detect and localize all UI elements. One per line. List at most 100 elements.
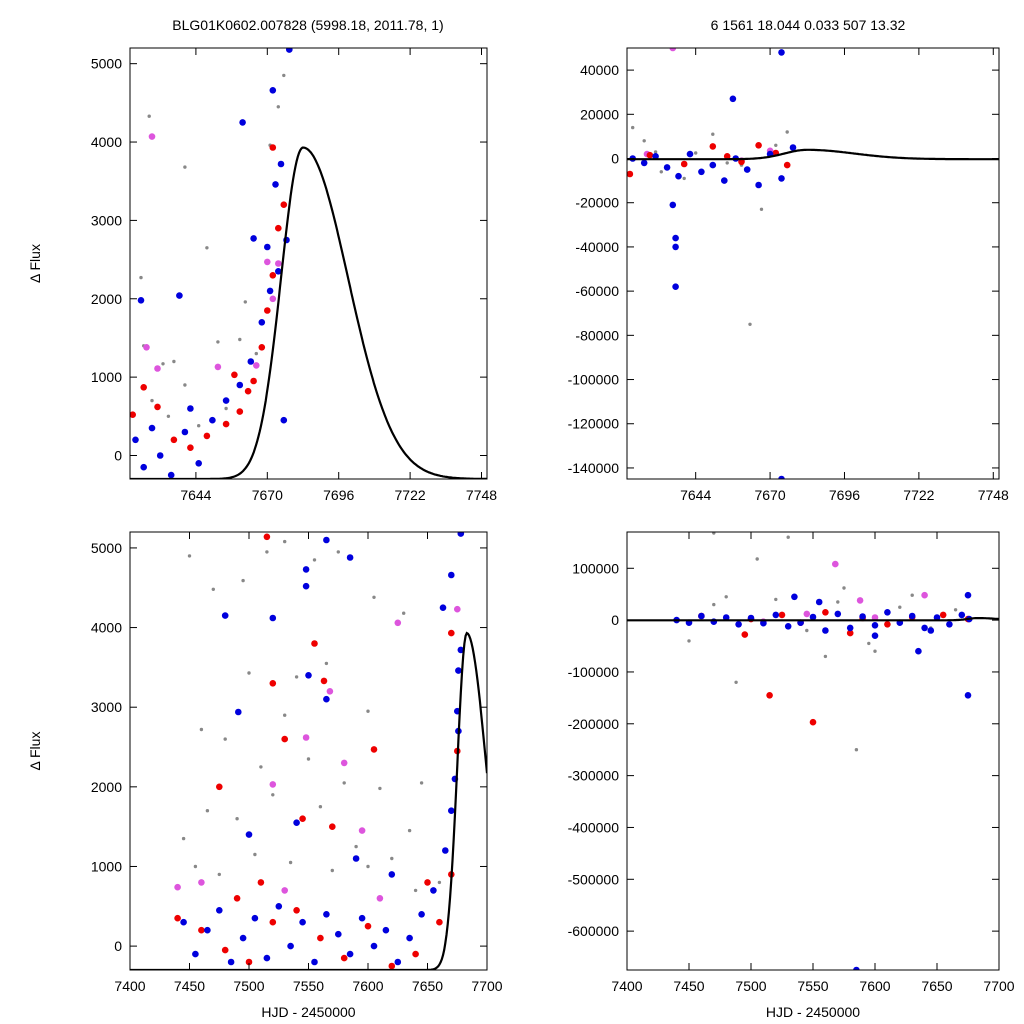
data-point-violet [264, 258, 271, 266]
data-point-gray [183, 383, 187, 387]
data-point-violet [252, 362, 260, 369]
data-point-blue [406, 934, 413, 942]
data-point-blue [269, 614, 277, 622]
data-point-blue [299, 918, 306, 926]
data-point-blue [778, 175, 785, 182]
data-point-blue [871, 622, 879, 629]
data-point-blue [698, 168, 705, 176]
plot-frame [129, 531, 488, 971]
y-tick-label: -40000 [575, 239, 619, 255]
x-tick-label: 7600 [859, 978, 890, 994]
data-point-red [244, 387, 252, 395]
data-point-red [221, 946, 229, 954]
data-point-gray [366, 864, 370, 869]
data-point-gray [139, 275, 143, 280]
data-point-red [257, 879, 265, 886]
data-point-red [154, 403, 161, 411]
y-tick-label: -100000 [568, 664, 620, 680]
data-point-gray [759, 207, 764, 211]
data-point-blue [784, 623, 792, 630]
x-tick-label: 7748 [978, 487, 1009, 503]
data-point-violet [921, 591, 928, 599]
x-tick-label: 7400 [114, 978, 145, 994]
data-point-blue [181, 428, 189, 436]
data-point-gray [390, 856, 394, 861]
y-tick-label: 100000 [572, 560, 619, 576]
data-point-blue [698, 612, 705, 620]
x-tick-label: 7650 [921, 978, 952, 994]
data-point-blue [275, 903, 283, 910]
panel-top-right: 7644 7670 7696 7722 7748 40000 20000 0 -20000 -40… [568, 47, 1009, 503]
data-point-blue [323, 911, 330, 918]
x-tick-label: 7500 [735, 978, 766, 994]
y-tick-label: 4000 [91, 134, 122, 150]
data-point-red [216, 783, 223, 791]
data-point-red [187, 444, 194, 452]
data-point-gray [867, 641, 871, 646]
data-point-red [236, 408, 244, 415]
data-point-gray [217, 872, 221, 877]
data-point-violet [174, 883, 181, 891]
data-point-blue [778, 49, 785, 56]
data-point-violet [669, 48, 677, 52]
x-tick-label: 7400 [611, 978, 642, 994]
data-point-blue [933, 614, 941, 621]
y-tick-label: -600000 [568, 923, 620, 939]
data-point-violet [269, 295, 277, 303]
data-point-blue [167, 471, 175, 479]
y-tick-label: 1000 [91, 858, 122, 874]
x-tick-label: 7700 [471, 978, 502, 994]
data-point-blue [335, 930, 342, 938]
y-tick-label: -60000 [575, 283, 619, 299]
data-point-blue [195, 460, 202, 467]
data-point-gray [183, 165, 187, 169]
y-tick-label: 0 [611, 612, 619, 628]
data-point-blue [672, 243, 679, 251]
data-point-violet [275, 260, 282, 267]
data-point-gray [197, 424, 201, 428]
data-point-blue [721, 177, 728, 184]
data-point-blue [722, 614, 730, 621]
x-axis-label: HJD - 2450000 [261, 1004, 355, 1020]
x-tick-label: 7550 [293, 978, 324, 994]
x-axis-label: HJD - 2450000 [766, 1004, 860, 1020]
data-point-blue [239, 119, 246, 126]
plot-frame [626, 47, 1000, 480]
x-tick-label: 7500 [233, 978, 264, 994]
data-point-blue [287, 942, 294, 950]
data-point-blue [370, 942, 378, 950]
data-point-gray [748, 322, 752, 326]
panel-bottom-right: 7400 7450 7500 7550 7600 7650 7700 100000 0 -1000… [568, 531, 1015, 1020]
data-point-gray [842, 586, 846, 590]
data-point-red [281, 735, 289, 743]
data-point-blue [293, 819, 300, 826]
data-point-blue [305, 672, 312, 679]
data-point-blue [457, 532, 465, 537]
data-point-red [846, 629, 854, 637]
data-point-red [250, 377, 257, 385]
x-tick-label: 7450 [174, 978, 205, 994]
data-point-blue [709, 161, 717, 169]
data-point-red [329, 823, 336, 830]
data-point-blue [760, 619, 767, 627]
data-point-blue [640, 159, 648, 167]
data-point-blue [439, 604, 447, 611]
data-point-blue [275, 268, 282, 275]
data-point-gray [687, 639, 691, 643]
data-point-blue [448, 571, 455, 579]
data-point-red [370, 746, 378, 753]
data-point-gray [805, 628, 809, 633]
data-point-gray [694, 151, 698, 155]
data-point-red [412, 950, 419, 958]
data-point-red [263, 533, 271, 541]
data-point-gray [631, 125, 635, 130]
x-tick-label: 7700 [983, 978, 1014, 994]
data-point-red [822, 609, 829, 616]
figure-title-right: 6 1561 18.044 0.033 507 13.32 [711, 17, 906, 33]
data-point-violet [281, 887, 289, 894]
data-point-violet [154, 365, 161, 372]
data-point-gray [216, 340, 220, 344]
data-point-blue [672, 283, 679, 291]
data-point-red [320, 677, 328, 685]
data-point-blue [227, 958, 235, 966]
